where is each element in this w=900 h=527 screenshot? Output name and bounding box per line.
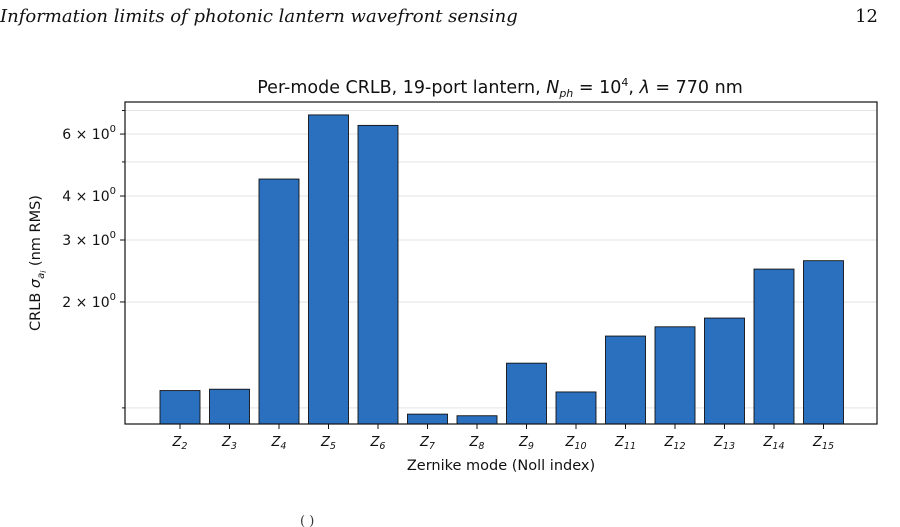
y-tick-label: 4 × 100 (62, 186, 116, 205)
x-tick-label: Z9 (518, 435, 534, 452)
x-tick-label: Z4 (271, 435, 287, 452)
x-axis-label: Zernike mode (Noll index) (407, 458, 595, 474)
x-tick-label: Z3 (221, 435, 237, 452)
plot-frame (124, 101, 878, 425)
x-axis-ticks: Z2 Z3 Z4 Z5 Z6 Z7 Z8 Z9 Z10 Z11 Z12 Z13 Z14 Z15 (172, 424, 834, 452)
bar-z4 (258, 178, 300, 425)
bar-z8 (456, 415, 498, 425)
x-tick-label: Z10 (565, 435, 587, 452)
x-tick-label: Z15 (812, 435, 834, 452)
bar-z11 (605, 335, 646, 425)
bars (159, 114, 844, 425)
bar-z9 (506, 362, 547, 425)
bar-z3 (209, 388, 250, 425)
y-tick-label: 6 × 100 (62, 124, 116, 143)
y-gridlines (125, 109, 877, 409)
bar-z2 (159, 390, 201, 425)
running-title: Information limits of photonic lantern w… (0, 6, 518, 27)
bar-z15 (803, 260, 844, 425)
bar-z5 (308, 114, 349, 425)
y-tick-label: 2 × 100 (62, 292, 116, 311)
x-tick-label: Z11 (614, 435, 636, 452)
caption-fragment: ( ) (300, 514, 314, 527)
x-tick-label: Z14 (763, 435, 785, 452)
x-tick-label: Z6 (370, 435, 386, 452)
x-tick-label: Z7 (419, 435, 435, 452)
x-tick-label: Z2 (172, 435, 188, 452)
bar-z12 (654, 326, 696, 425)
y-axis-label: CRLB σai (nm RMS) (28, 195, 48, 331)
page-number: 12 (855, 6, 878, 27)
bar-z13 (704, 317, 745, 425)
y-tick-label: 3 × 100 (62, 230, 116, 249)
bar-z14 (753, 268, 795, 425)
x-tick-label: Z13 (713, 435, 735, 452)
bar-z7 (407, 413, 448, 425)
chart-title: Per-mode CRLB, 19-port lantern, Nph = 10… (257, 76, 743, 100)
bar-z10 (555, 391, 597, 425)
x-tick-label: Z12 (664, 435, 686, 452)
x-tick-label: Z8 (469, 435, 485, 452)
y-axis-ticks: 2 × 100 3 × 100 4 × 100 6 × 100 (62, 109, 125, 409)
bar-z6 (357, 124, 399, 425)
x-tick-label: Z5 (320, 435, 336, 452)
